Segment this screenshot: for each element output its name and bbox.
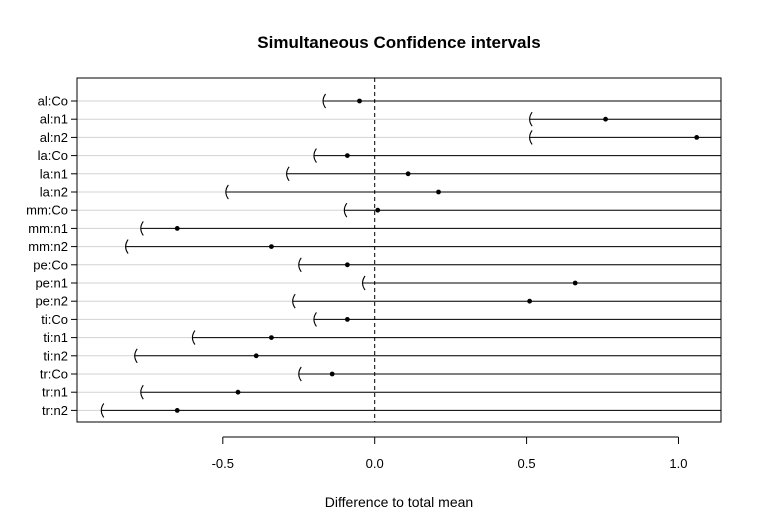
y-tick-label-pe:Co: pe:Co: [33, 257, 68, 272]
estimate-point-mm:n1: [174, 226, 180, 231]
y-tick-label-tr:n1: tr:n1: [42, 385, 68, 400]
y-tick-label-tr:Co: tr:Co: [40, 367, 68, 382]
lower-bound-marker-ti:n1: [191, 330, 196, 345]
lower-bound-marker-mm:Co: [343, 202, 348, 218]
lower-bound-marker-la:n1: [286, 166, 290, 182]
estimate-point-ti:Co: [344, 317, 350, 322]
y-tick-label-la:n2: la:n2: [40, 185, 68, 200]
lower-bound-marker-al:n1: [529, 111, 533, 127]
y-tick-label-al:n1: al:n1: [40, 112, 68, 127]
y-tick-label-ti:n2: ti:n2: [43, 348, 68, 363]
chart-title: Simultaneous Confidence intervals: [257, 33, 540, 52]
y-tick-label-ti:n1: ti:n1: [43, 330, 68, 345]
y-tick-label-mm:n1: mm:n1: [28, 221, 68, 236]
y-tick-label-mm:n2: mm:n2: [28, 239, 68, 254]
estimate-point-mm:n2: [269, 244, 274, 250]
lower-bound-marker-pe:Co: [298, 257, 302, 273]
estimate-point-la:n2: [436, 189, 441, 195]
y-tick-label-pe:n2: pe:n2: [35, 294, 68, 309]
y-tick-label-ti:Co: ti:Co: [41, 312, 68, 327]
estimate-point-pe:n2: [527, 298, 533, 304]
estimate-point-al:n1: [603, 116, 608, 122]
estimate-point-al:Co: [357, 98, 362, 104]
lower-bound-marker-al:Co: [322, 93, 327, 109]
lower-bound-marker-ti:n2: [134, 348, 138, 364]
y-tick-label-al:Co: al:Co: [38, 94, 68, 109]
lower-bound-marker-tr:n1: [140, 384, 144, 400]
estimate-point-ti:n1: [269, 335, 274, 340]
estimate-point-pe:Co: [344, 262, 350, 268]
lower-bound-marker-pe:n2: [292, 293, 296, 309]
estimate-point-tr:Co: [329, 371, 335, 377]
lower-bound-marker-la:n2: [225, 184, 229, 200]
estimate-point-al:n2: [694, 135, 700, 140]
plot-frame: [76, 77, 722, 423]
lower-bound-marker-al:n2: [529, 130, 533, 145]
y-tick-label-al:n2: al:n2: [40, 130, 68, 145]
estimate-point-tr:n1: [235, 389, 241, 395]
y-tick-label-tr:n2: tr:n2: [42, 403, 68, 418]
y-tick-label-pe:n1: pe:n1: [35, 276, 68, 291]
y-tick-label-la:Co: la:Co: [38, 148, 68, 163]
estimate-point-ti:n2: [253, 353, 259, 359]
lower-bound-marker-tr:Co: [298, 366, 302, 382]
estimate-point-la:Co: [344, 153, 350, 159]
lower-bound-marker-pe:n1: [361, 275, 366, 291]
x-tick-label--0.5: -0.5: [212, 456, 234, 471]
x-axis-label: Difference to total mean: [325, 494, 473, 510]
estimate-point-mm:Co: [375, 207, 381, 213]
estimate-point-tr:n2: [174, 408, 180, 413]
lower-bound-marker-la:Co: [313, 148, 317, 163]
lower-bound-marker-tr:n2: [100, 403, 105, 418]
lower-bound-marker-mm:n1: [140, 221, 144, 236]
estimate-point-la:n1: [405, 171, 411, 177]
x-tick-label-0.5: 0.5: [518, 456, 536, 471]
estimate-point-pe:n1: [572, 280, 578, 286]
x-tick-label-0.0: 0.0: [366, 456, 384, 471]
x-tick-label-1.0: 1.0: [669, 456, 687, 471]
y-tick-label-mm:Co: mm:Co: [26, 203, 68, 218]
lower-bound-marker-ti:Co: [313, 312, 317, 327]
lower-bound-marker-mm:n2: [125, 239, 129, 254]
y-tick-label-la:n1: la:n1: [40, 166, 68, 181]
